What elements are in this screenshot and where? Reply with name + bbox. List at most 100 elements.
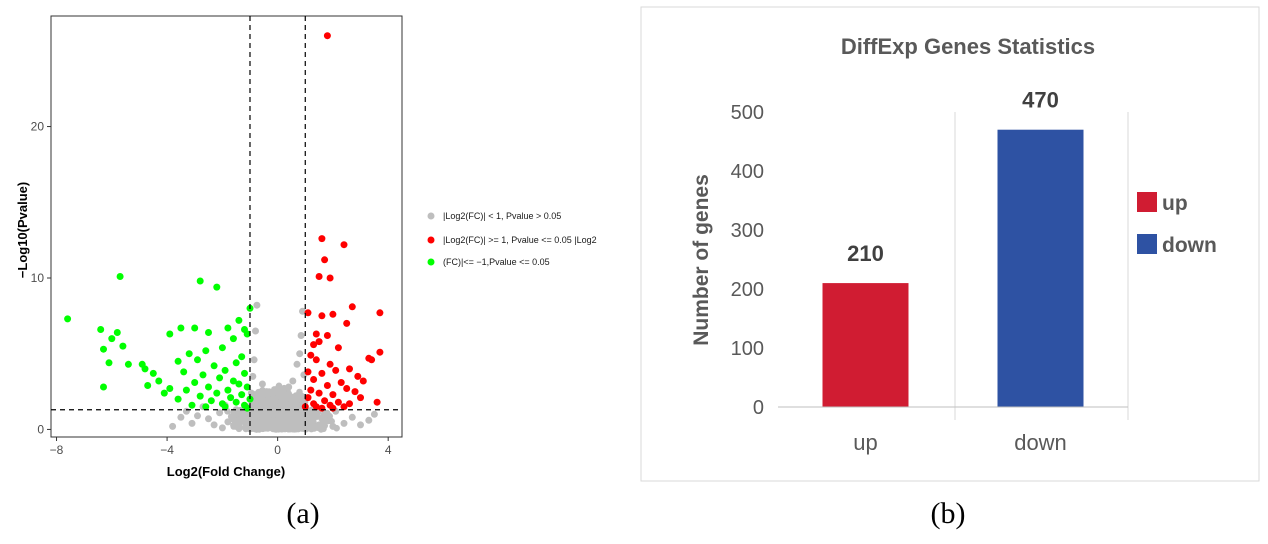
point-upregulated (310, 376, 318, 383)
point-background (294, 421, 301, 429)
category-label-up: up (853, 430, 877, 455)
point-not-significant (365, 416, 373, 424)
point-upregulated (307, 351, 315, 359)
point-not-significant (252, 327, 259, 335)
point-upregulated (329, 310, 337, 318)
y-tick-label: 20 (31, 120, 45, 134)
point-not-significant (253, 301, 261, 309)
caption-a: (a) (286, 497, 319, 530)
legend-key-grey (427, 212, 435, 220)
point-downregulated (229, 335, 237, 343)
point-downregulated (241, 369, 248, 377)
point-upregulated (354, 372, 362, 380)
legend-key-red (427, 236, 435, 244)
x-axis-ticks: −8 −4 0 4 (50, 437, 392, 457)
point-background (250, 401, 257, 409)
point-not-significant (249, 372, 257, 380)
point-downregulated (174, 357, 182, 365)
point-downregulated (124, 360, 132, 368)
point-upregulated (304, 309, 312, 317)
point-upregulated (312, 403, 320, 411)
point-downregulated (196, 277, 204, 285)
point-not-significant (307, 422, 315, 430)
point-not-significant (315, 421, 323, 429)
y-tick-label: 500 (731, 102, 764, 124)
point-downregulated (180, 368, 188, 376)
point-not-significant (270, 416, 277, 424)
point-upregulated (373, 398, 381, 406)
point-not-significant (278, 400, 286, 408)
point-upregulated (365, 354, 373, 362)
point-upregulated (312, 356, 320, 364)
caption-b: (b) (931, 497, 966, 530)
point-not-significant (290, 413, 298, 421)
point-downregulated (194, 356, 201, 364)
point-downregulated (119, 342, 127, 350)
legend-swatch-down (1137, 234, 1157, 254)
y-tick-label: 100 (731, 338, 764, 360)
point-not-significant (257, 395, 265, 403)
point-upregulated (359, 377, 367, 385)
volcano-points (64, 32, 384, 433)
y-tick-label: 10 (31, 271, 45, 285)
point-downregulated (191, 324, 199, 332)
point-not-significant (271, 410, 279, 418)
point-not-significant (169, 422, 177, 430)
point-not-significant (329, 422, 337, 430)
point-downregulated (160, 389, 168, 397)
point-downregulated (149, 369, 157, 377)
point-upregulated (321, 256, 329, 264)
point-upregulated (351, 388, 359, 396)
point-upregulated (334, 398, 342, 406)
threshold-lines (51, 16, 402, 437)
point-background (293, 401, 300, 408)
y-tick-label: 0 (753, 397, 764, 419)
point-downregulated (207, 397, 215, 405)
point-upregulated (346, 400, 353, 408)
point-upregulated (318, 404, 326, 412)
point-upregulated (315, 273, 323, 280)
legend-swatch-up (1137, 192, 1157, 212)
point-not-significant (232, 406, 240, 414)
point-not-significant (348, 413, 356, 421)
point-background (298, 392, 305, 400)
point-downregulated (205, 329, 212, 336)
legend-label-up: up (1162, 192, 1188, 215)
point-not-significant (292, 395, 300, 403)
point-not-significant (258, 380, 266, 388)
point-not-significant (276, 419, 284, 427)
point-not-significant (283, 409, 291, 417)
point-upregulated (348, 303, 356, 311)
point-downregulated (105, 359, 113, 367)
point-downregulated (224, 324, 232, 332)
legend-label-down: down (1162, 234, 1217, 257)
point-not-significant (285, 383, 293, 391)
point-not-significant (281, 392, 288, 400)
point-not-significant (247, 389, 255, 397)
point-not-significant (224, 418, 232, 426)
point-not-significant (326, 416, 334, 424)
point-downregulated (144, 382, 152, 389)
bar-chart: DiffExp Genes Statistics Number of genes… (640, 6, 1260, 482)
point-downregulated (100, 383, 107, 391)
point-upregulated (357, 394, 364, 402)
bar-up (822, 283, 909, 407)
point-not-significant (287, 403, 295, 411)
point-downregulated (221, 403, 229, 411)
point-not-significant (268, 397, 276, 405)
point-downregulated (229, 377, 237, 385)
point-not-significant (182, 407, 190, 415)
point-upregulated (332, 366, 340, 374)
bars: 210 up 470 down (822, 88, 1084, 455)
point-background (275, 391, 283, 398)
point-upregulated (326, 274, 334, 282)
point-not-significant (241, 415, 248, 423)
point-upregulated (340, 241, 348, 249)
point-not-significant (299, 307, 306, 315)
point-not-significant (177, 413, 185, 421)
point-downregulated (199, 371, 207, 379)
bar-down (997, 129, 1084, 407)
point-downregulated (196, 392, 204, 400)
point-downregulated (182, 386, 190, 394)
point-background (230, 423, 237, 430)
